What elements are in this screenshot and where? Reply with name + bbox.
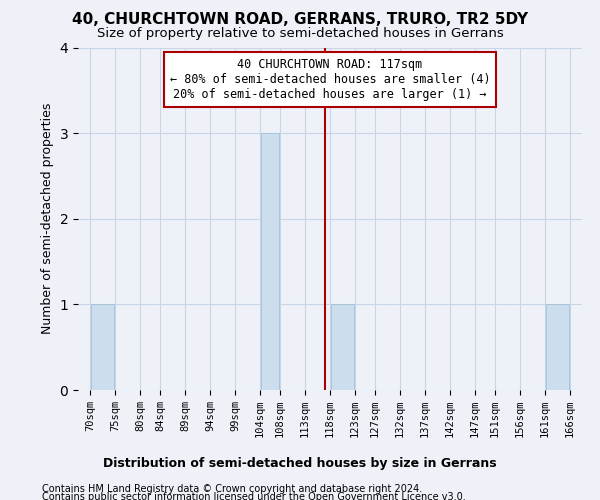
Text: 40 CHURCHTOWN ROAD: 117sqm
← 80% of semi-detached houses are smaller (4)
20% of : 40 CHURCHTOWN ROAD: 117sqm ← 80% of semi…: [170, 58, 490, 101]
Bar: [91, 304, 115, 390]
Bar: [545, 304, 569, 390]
Text: Contains public sector information licensed under the Open Government Licence v3: Contains public sector information licen…: [42, 492, 466, 500]
Text: Distribution of semi-detached houses by size in Gerrans: Distribution of semi-detached houses by …: [103, 458, 497, 470]
Y-axis label: Number of semi-detached properties: Number of semi-detached properties: [41, 103, 54, 334]
Text: Contains HM Land Registry data © Crown copyright and database right 2024.: Contains HM Land Registry data © Crown c…: [42, 484, 422, 494]
Bar: [261, 133, 280, 390]
Text: Size of property relative to semi-detached houses in Gerrans: Size of property relative to semi-detach…: [97, 28, 503, 40]
Bar: [331, 304, 354, 390]
Text: 40, CHURCHTOWN ROAD, GERRANS, TRURO, TR2 5DY: 40, CHURCHTOWN ROAD, GERRANS, TRURO, TR2…: [72, 12, 528, 28]
